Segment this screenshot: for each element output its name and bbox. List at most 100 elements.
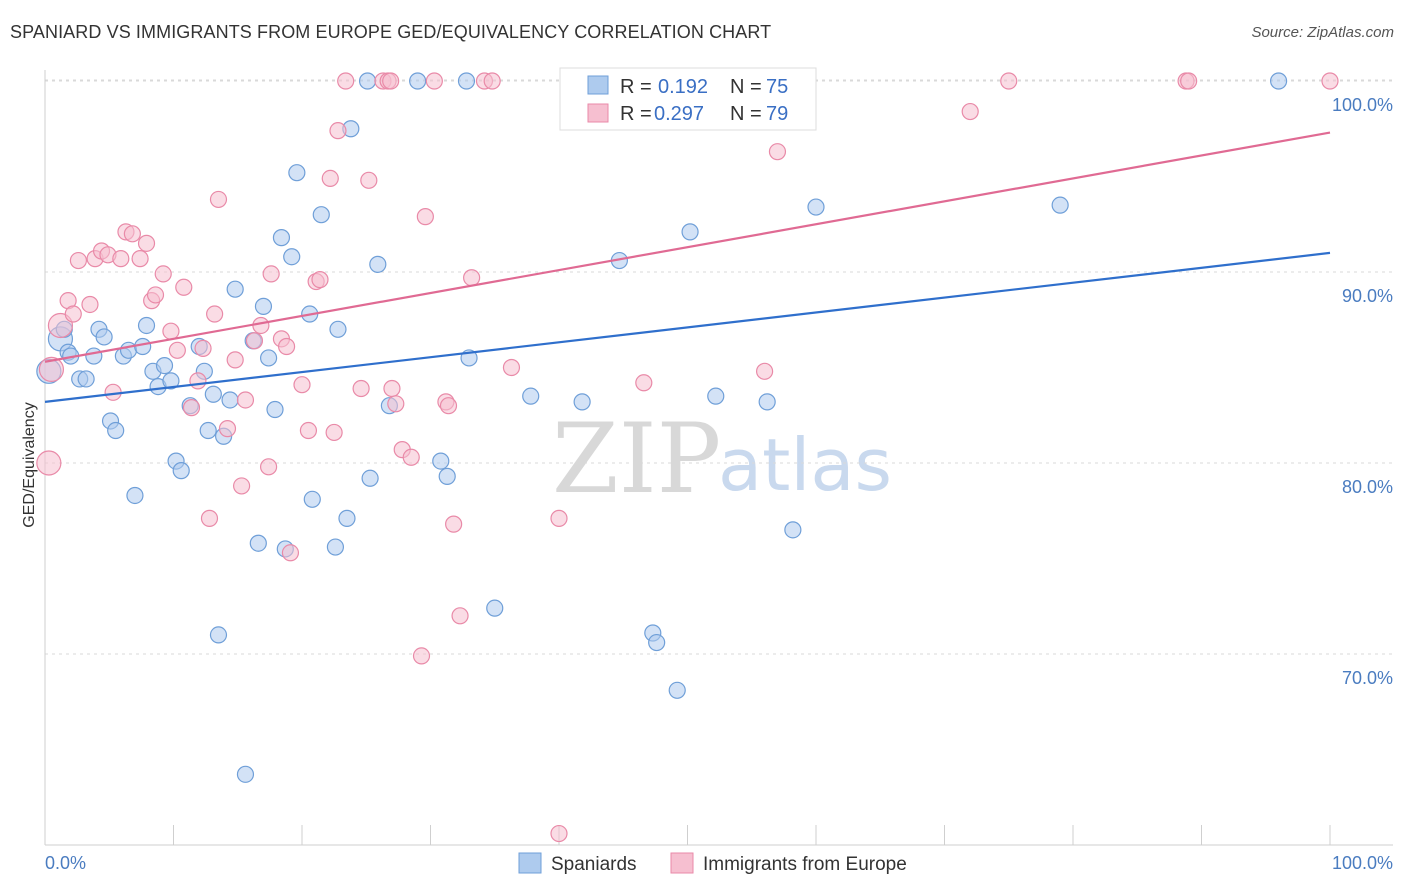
- immigrant-point: [635, 374, 653, 392]
- spaniard-point: [272, 229, 291, 247]
- y-tick-label: 70.0%: [1342, 668, 1393, 688]
- immigrant-point: [502, 358, 521, 377]
- bottom-legend-spaniards: Spaniards: [551, 854, 637, 875]
- spaniard-point: [486, 599, 504, 617]
- immigrant-point: [233, 477, 251, 495]
- immigrant-point: [550, 509, 568, 527]
- immigrant-point: [252, 316, 270, 335]
- immigrant-point: [550, 824, 568, 843]
- spaniard-point: [204, 385, 222, 403]
- immigrant-point: [402, 448, 420, 466]
- gridlines: [45, 79, 1393, 655]
- immigrant-point: [162, 322, 180, 340]
- immigrant-point: [451, 607, 469, 625]
- spaniard-point: [326, 538, 345, 556]
- immigrant-point: [425, 72, 443, 90]
- chart-title: SPANIARD VS IMMIGRANTS FROM EUROPE GED/E…: [10, 22, 772, 42]
- immigrant-point: [64, 305, 82, 323]
- y-tick-label: 100.0%: [1332, 95, 1393, 115]
- spaniard-point: [259, 349, 278, 367]
- immigrant-point: [445, 515, 463, 533]
- spaniard-point: [338, 509, 356, 527]
- bottom-legend: Spaniards Immigrants from Europe: [518, 852, 907, 875]
- immigrant-point: [146, 286, 165, 304]
- bottom-legend-immigrants: Immigrants from Europe: [703, 854, 907, 875]
- immigrant-point: [206, 305, 224, 323]
- spaniard-point: [522, 387, 540, 405]
- immigrant-point: [123, 225, 141, 243]
- immigrant-trend-line: [44, 131, 1331, 363]
- immigrant-point: [281, 544, 300, 562]
- immigrant-point: [259, 458, 278, 476]
- spaniard-point: [236, 765, 255, 783]
- bottom-legend-swatch-spaniards: [518, 852, 542, 874]
- y-tick-label: 90.0%: [1342, 286, 1393, 306]
- spaniard-trend-line: [44, 251, 1331, 403]
- immigrant-point: [36, 450, 62, 476]
- spaniard-point: [358, 72, 377, 90]
- legend-r-label-1: R =: [620, 76, 652, 98]
- immigrant-point: [154, 265, 172, 283]
- spaniard-point: [1051, 196, 1069, 214]
- immigrant-point: [226, 351, 244, 369]
- immigrant-point: [416, 208, 434, 226]
- spaniard-point: [85, 347, 103, 365]
- spaniard-point: [162, 372, 180, 390]
- spaniard-point: [95, 328, 113, 346]
- source-label: Source: ZipAtlas.com: [1251, 24, 1394, 41]
- immigrant-point: [325, 423, 343, 442]
- immigrant-point: [218, 420, 237, 438]
- spaniard-point: [209, 626, 228, 644]
- data-points: [36, 72, 1339, 843]
- tick-labels: 70.0% 80.0% 90.0% 100.0% 0.0% 100.0%: [45, 95, 1393, 873]
- spaniard-point: [668, 681, 686, 699]
- immigrant-point: [768, 143, 787, 161]
- spaniard-point: [438, 467, 456, 485]
- spaniard-point: [221, 391, 239, 409]
- immigrant-point: [81, 295, 99, 314]
- immigrant-point: [961, 102, 979, 121]
- legend-swatch-immigrants: [587, 103, 609, 123]
- legend-r-value-1: 0.192: [658, 76, 708, 98]
- spaniard-point: [172, 462, 190, 480]
- legend: R = 0.192 N = 75 R = 0.297 N = 79: [559, 67, 817, 131]
- immigrant-point: [168, 341, 186, 359]
- immigrant-point: [236, 391, 255, 409]
- legend-n-value-1: 75: [766, 76, 788, 98]
- immigrant-point: [382, 72, 400, 90]
- spaniard-point: [155, 356, 174, 375]
- spaniard-point: [758, 393, 776, 411]
- immigrant-point: [463, 269, 481, 287]
- spaniard-point: [329, 320, 347, 338]
- immigrant-point: [1000, 72, 1018, 90]
- immigrant-point: [329, 122, 347, 140]
- spaniard-point: [681, 223, 699, 241]
- immigrant-point: [277, 337, 296, 356]
- immigrant-point: [1321, 72, 1339, 90]
- y-axis-label: GED/Equivalency: [21, 402, 38, 527]
- spaniard-point: [784, 521, 802, 539]
- immigrant-point: [755, 362, 774, 380]
- y-tick-label: 80.0%: [1342, 477, 1393, 497]
- spaniard-point: [137, 316, 156, 335]
- immigrant-point: [311, 271, 329, 289]
- spaniard-point: [573, 393, 591, 411]
- legend-r-label-2: R =: [620, 103, 652, 125]
- spaniard-point: [77, 370, 95, 388]
- watermark-zip: ZIP: [552, 403, 721, 515]
- immigrant-point: [209, 190, 228, 209]
- spaniard-point: [707, 387, 725, 405]
- immigrant-point: [137, 234, 156, 252]
- immigrant-point: [483, 72, 501, 90]
- spaniard-point: [457, 72, 476, 90]
- spaniard-point: [312, 206, 330, 224]
- immigrant-point: [337, 72, 355, 90]
- immigrant-point: [352, 379, 370, 398]
- spaniard-point: [648, 633, 666, 652]
- spaniard-point: [126, 486, 144, 505]
- immigrant-point: [200, 509, 219, 527]
- bottom-legend-swatch-immigrants: [670, 852, 694, 874]
- immigrant-point: [131, 250, 149, 268]
- spaniard-point: [283, 248, 301, 266]
- immigrant-point: [412, 647, 431, 665]
